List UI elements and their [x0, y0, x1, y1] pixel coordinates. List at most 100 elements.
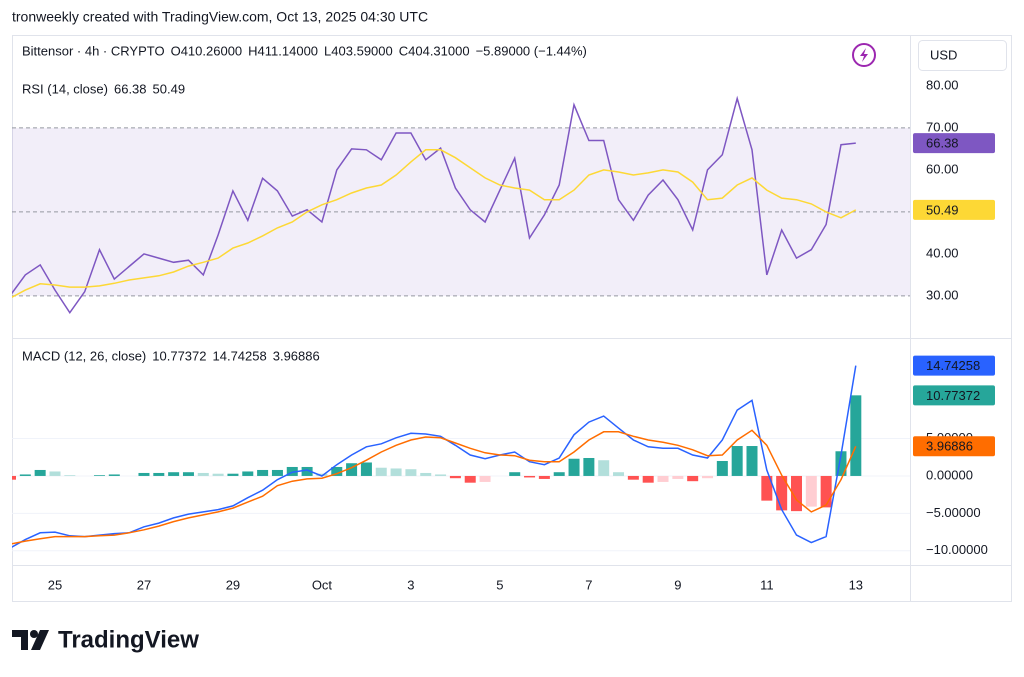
histogram-bar — [12, 475, 16, 480]
y-tick-label: −10.00000 — [926, 542, 988, 557]
price-label: 14.74258 — [926, 358, 980, 373]
histogram-bar — [168, 472, 180, 476]
legend-text: −5.89000 (−1.44%) — [476, 43, 587, 58]
histogram-bar — [672, 475, 684, 479]
price-label: 3.96886 — [926, 439, 973, 454]
histogram-bar — [657, 475, 669, 482]
histogram-bar — [360, 462, 372, 476]
histogram-bar — [108, 474, 120, 476]
histogram-bar — [49, 471, 61, 476]
y-tick-label: 30.00 — [926, 287, 959, 302]
histogram-bar — [227, 473, 239, 476]
histogram-bar — [138, 472, 150, 476]
y-tick-label: −5.00000 — [926, 505, 981, 520]
legend-text: 403.59000 — [331, 43, 392, 58]
y-tick-label: 0.00000 — [926, 467, 973, 482]
histogram-bar — [702, 475, 714, 479]
histogram-bar — [34, 469, 46, 476]
currency-box — [918, 40, 1007, 71]
x-tick-label: 27 — [137, 577, 151, 592]
y-tick-label: 70.00 — [926, 119, 959, 134]
histogram-bar — [182, 472, 194, 476]
legend-value: 50.49 — [153, 81, 186, 96]
histogram-bar — [538, 475, 550, 479]
histogram-bar — [642, 475, 654, 483]
alert-bolt — [860, 48, 868, 62]
histogram-bar — [242, 471, 254, 476]
legend-value: 66.38 — [114, 81, 147, 96]
legend-text: Bittensor · 4h · CRYPTO — [22, 43, 165, 58]
series-line — [12, 429, 857, 545]
y-tick-label: 60.00 — [926, 161, 959, 176]
histogram-bar — [835, 451, 847, 476]
price-label-box — [913, 355, 995, 376]
legend-text: H — [248, 43, 257, 58]
histogram-bar — [790, 475, 802, 512]
histogram-bar — [316, 473, 328, 476]
x-tick-label: 25 — [48, 577, 62, 592]
price-label-box — [913, 436, 995, 457]
alert-icon — [852, 43, 876, 67]
histogram-bar — [820, 475, 832, 508]
price-label: 10.77372 — [926, 388, 980, 403]
histogram-bar — [390, 468, 402, 476]
histogram-bar — [464, 475, 476, 483]
logo-part — [12, 630, 28, 650]
price-label-box — [913, 133, 995, 154]
histogram-bar — [375, 467, 387, 476]
pane-title: MACD (12, 26, close) — [22, 348, 146, 363]
x-tick-label: 13 — [849, 577, 863, 592]
histogram-bar — [301, 466, 313, 476]
x-tick-label: Oct — [312, 577, 333, 592]
series-line — [12, 149, 857, 299]
histogram-bar — [449, 475, 461, 479]
histogram-bar — [850, 395, 862, 476]
price-label-box — [913, 385, 995, 406]
histogram-bar — [212, 473, 224, 476]
credit: tronweekly created with TradingView.com,… — [12, 9, 428, 25]
histogram-bar — [687, 475, 699, 482]
histogram-bar — [613, 472, 625, 476]
chart-frame — [12, 35, 1012, 602]
histogram-bar — [435, 474, 447, 476]
legend-text: L — [324, 43, 331, 58]
histogram-bar — [479, 475, 491, 482]
histogram-bar — [583, 457, 595, 476]
legend-value: 14.74258 — [213, 348, 267, 363]
histogram-bar — [553, 472, 565, 476]
x-tick-label: 9 — [674, 577, 681, 592]
histogram-bar — [568, 458, 580, 476]
histogram-bar — [776, 475, 788, 511]
brand-logo — [12, 630, 49, 650]
x-tick-label: 3 — [407, 577, 414, 592]
x-tick-label: 29 — [226, 577, 240, 592]
histogram-bar — [153, 472, 165, 476]
histogram-bar — [271, 469, 283, 476]
histogram-bar — [93, 475, 105, 476]
series-line — [12, 95, 856, 315]
histogram-bar — [197, 472, 209, 476]
histogram-bar — [746, 446, 758, 476]
x-tick-label: 11 — [760, 577, 774, 592]
alert-button[interactable] — [852, 43, 876, 67]
price-label: 50.49 — [926, 202, 959, 217]
histogram-bar — [509, 472, 521, 476]
plot-area — [12, 95, 910, 552]
histogram-bar — [598, 460, 610, 476]
histogram-bar — [257, 469, 269, 476]
histogram-bar — [627, 475, 639, 480]
x-tick-label: 7 — [585, 577, 592, 592]
histogram-bar — [731, 446, 743, 476]
price-label: 66.38 — [926, 136, 959, 151]
histogram-bar — [405, 469, 417, 476]
logo-part — [30, 630, 38, 638]
legend-value: 10.77372 — [152, 348, 206, 363]
currency: USD — [930, 47, 957, 62]
legend-text: C — [399, 43, 408, 58]
histogram-bar — [524, 475, 536, 478]
histogram-bar — [19, 474, 31, 476]
histogram-bar — [716, 460, 728, 476]
currency-button[interactable]: USD — [918, 40, 1007, 71]
logo-part — [31, 630, 49, 650]
legend-text: 411.14000 — [258, 43, 319, 58]
